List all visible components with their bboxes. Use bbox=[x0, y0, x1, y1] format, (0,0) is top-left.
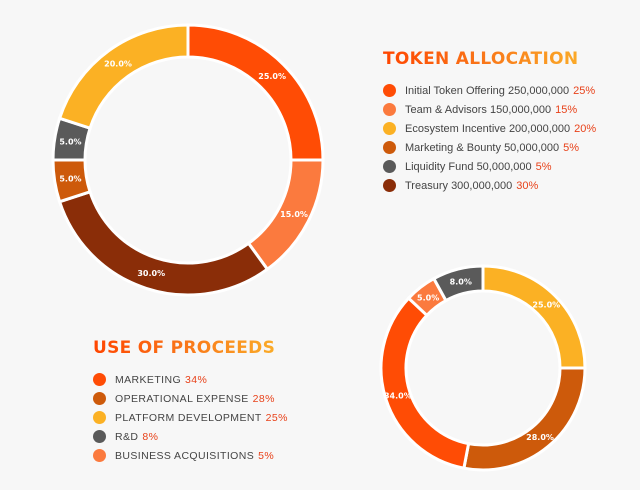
legend-item-percent: 5% bbox=[535, 160, 552, 173]
legend-swatch bbox=[383, 160, 396, 173]
legend-item-amount: 150,000,000 bbox=[489, 103, 552, 116]
legend-item-percent: 5% bbox=[258, 449, 275, 462]
legend-swatch bbox=[93, 373, 106, 386]
legend-item-percent: 20% bbox=[574, 122, 597, 135]
legend-item-marketing-bounty: Marketing & Bounty 50,000,000 5% bbox=[383, 138, 596, 157]
legend-item-percent: 25% bbox=[265, 411, 288, 424]
legend-item-amount: 300,000,000 bbox=[451, 179, 513, 192]
legend-item-name: BUSINESS ACQUISITIONS bbox=[115, 449, 255, 462]
legend-item-amount: 250,000,000 bbox=[507, 84, 570, 97]
legend-item-amount: 50,000,000 bbox=[476, 160, 532, 173]
legend-item-name: Ecosystem Incentive bbox=[405, 122, 506, 135]
slice-label-business-acquisitions: 5.0% bbox=[417, 293, 439, 302]
legend-item-name: MARKETING bbox=[115, 373, 182, 386]
legend-item-team-advisors: Team & Advisors 150,000,000 15% bbox=[383, 100, 596, 119]
legend-item-percent: 25% bbox=[573, 84, 596, 97]
legend-item-name: Team & Advisors bbox=[405, 103, 487, 116]
legend-item-name: Initial Token Offering bbox=[405, 84, 505, 97]
legend-item-name: Liquidity Fund bbox=[405, 160, 474, 173]
use-of-proceeds-legend: USE OF PROCEEDS MARKETING 34% OPERATIONAL… bbox=[93, 338, 288, 465]
slice-operational-expense bbox=[462, 366, 587, 472]
slice-platform-development bbox=[481, 264, 587, 370]
legend-item-operational-expense: OPERATIONAL EXPENSE 28% bbox=[93, 389, 288, 408]
legend-item-liquidity-fund: Liquidity Fund 50,000,000 5% bbox=[383, 157, 596, 176]
legend-item-ecosystem-incentive: Ecosystem Incentive 200,000,000 20% bbox=[383, 119, 596, 138]
slice-marketing bbox=[379, 296, 471, 470]
token-allocation-legend-list: Initial Token Offering 250,000,000 25% Te… bbox=[383, 81, 596, 195]
token-allocation-title: TOKEN ALLOCATION bbox=[383, 49, 596, 69]
slice-label-initial-token-offering: 25.0% bbox=[258, 72, 286, 81]
legend-item-name: OPERATIONAL EXPENSE bbox=[115, 392, 249, 405]
legend-swatch bbox=[383, 84, 396, 97]
legend-swatch bbox=[383, 179, 396, 192]
legend-item-name: R&D bbox=[115, 430, 139, 443]
legend-swatch bbox=[383, 103, 396, 116]
use-of-proceeds-legend-list: MARKETING 34% OPERATIONAL EXPENSE 28% PLAT… bbox=[93, 370, 288, 465]
legend-item-amount: 50,000,000 bbox=[504, 141, 560, 154]
use-of-proceeds-title: USE OF PROCEEDS bbox=[93, 338, 288, 358]
legend-swatch bbox=[93, 449, 106, 462]
slice-randd bbox=[431, 264, 485, 303]
legend-item-percent: 28% bbox=[252, 392, 275, 405]
legend-item-name: Treasury bbox=[405, 179, 448, 192]
legend-item-name: PLATFORM DEVELOPMENT bbox=[115, 411, 262, 424]
legend-swatch bbox=[93, 392, 106, 405]
legend-item-platform-development: PLATFORM DEVELOPMENT 25% bbox=[93, 408, 288, 427]
legend-item-amount: 200,000,000 bbox=[508, 122, 571, 135]
legend-swatch bbox=[93, 411, 106, 424]
legend-item-percent: 8% bbox=[142, 430, 159, 443]
slice-ecosystem-incentive bbox=[57, 23, 190, 131]
slice-label-team-and-advisors: 15.0% bbox=[280, 210, 308, 219]
legend-swatch bbox=[383, 122, 396, 135]
legend-item-marketing: MARKETING 34% bbox=[93, 370, 288, 389]
legend-swatch bbox=[93, 430, 106, 443]
slice-label-operational-expense: 28.0% bbox=[526, 433, 554, 442]
slice-label-platform-development: 25.0% bbox=[532, 301, 560, 310]
slice-label-marketing-and-bounty: 5.0% bbox=[59, 175, 81, 184]
token-allocation-legend: TOKEN ALLOCATION Initial Token Offering … bbox=[383, 49, 596, 195]
slice-label-liquidity-fund: 5.0% bbox=[59, 137, 81, 146]
legend-item-percent: 30% bbox=[516, 179, 539, 192]
legend-item-initial-token-offering: Initial Token Offering 250,000,000 25% bbox=[383, 81, 596, 100]
slice-label-treasury: 30.0% bbox=[137, 269, 165, 278]
legend-swatch bbox=[383, 141, 396, 154]
legend-item-name: Marketing & Bounty bbox=[405, 141, 501, 154]
slice-label-marketing: 34.0% bbox=[384, 392, 412, 401]
slice-label-randd: 8.0% bbox=[450, 277, 472, 286]
legend-item-percent: 5% bbox=[563, 141, 580, 154]
legend-item-percent: 15% bbox=[555, 103, 578, 116]
legend-item-r-and-d: R&D 8% bbox=[93, 427, 288, 446]
legend-item-business-acquisitions: BUSINESS ACQUISITIONS 5% bbox=[93, 446, 288, 465]
legend-item-percent: 34% bbox=[185, 373, 208, 386]
legend-item-treasury: Treasury 300,000,000 30% bbox=[383, 176, 596, 195]
slice-label-ecosystem-incentive: 20.0% bbox=[104, 60, 132, 69]
